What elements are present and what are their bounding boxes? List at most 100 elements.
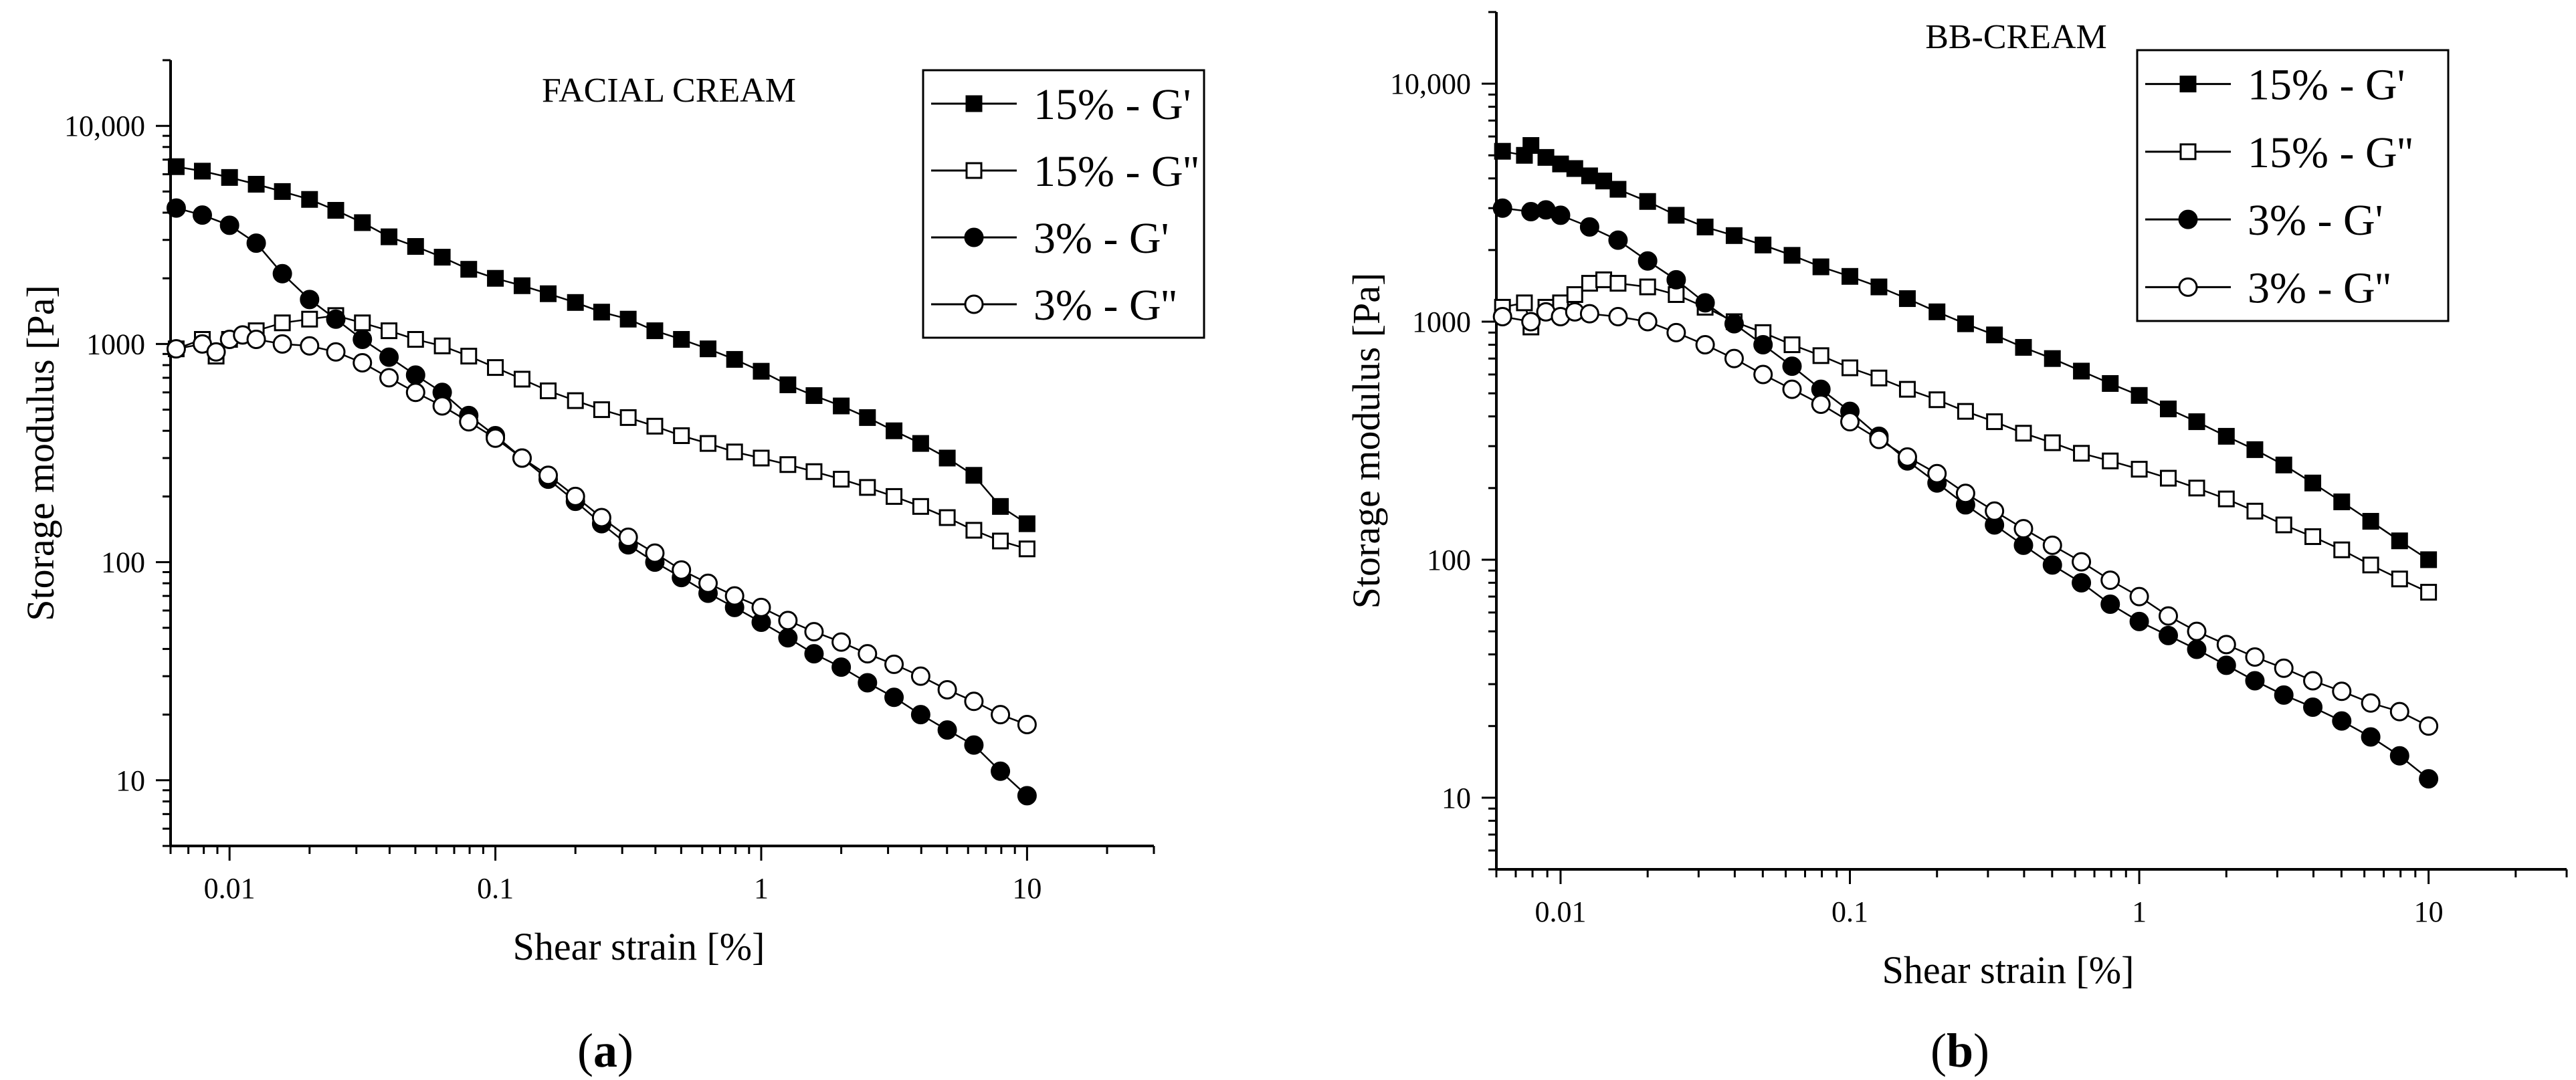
data-point [1522, 137, 1540, 154]
data-point [858, 644, 878, 664]
legend-label: 15% - G'' [1033, 147, 1199, 196]
data-point [2073, 362, 2090, 380]
data-point [805, 463, 823, 480]
data-point [1666, 322, 1686, 342]
data-point [886, 488, 903, 505]
data-point [645, 543, 665, 563]
data-point [353, 353, 373, 373]
data-point [1516, 294, 1533, 312]
data-point [700, 435, 717, 452]
data-point [2303, 671, 2323, 691]
data-point [2361, 727, 2381, 747]
x-axis-title: Shear strain [%] [513, 925, 765, 968]
data-point [354, 214, 371, 231]
data-point [2217, 427, 2235, 445]
data-point [1811, 394, 1831, 414]
data-point [206, 342, 226, 362]
data-point [2131, 387, 2148, 404]
y-tick-label: 1000 [1412, 306, 1471, 338]
data-point [726, 350, 743, 368]
legend-marker [964, 294, 984, 314]
data-point [779, 376, 797, 393]
data-point [2274, 685, 2294, 705]
data-point [1927, 463, 1947, 483]
data-point [2072, 552, 2092, 572]
data-point [673, 427, 690, 444]
data-point [965, 467, 983, 484]
data-point [247, 175, 265, 193]
data-point [2013, 535, 2034, 555]
data-point [1638, 251, 1658, 271]
data-point [2245, 647, 2265, 667]
data-point [938, 509, 956, 526]
data-point [2304, 474, 2322, 492]
data-point [1928, 303, 1946, 320]
data-point [2131, 461, 2148, 478]
data-point [991, 705, 1011, 725]
x-tick-label: 1 [2132, 895, 2147, 928]
data-point [1666, 269, 1686, 290]
data-point [833, 397, 850, 415]
data-point [1521, 312, 1541, 332]
data-point [2419, 769, 2439, 789]
y-tick-label: 100 [101, 546, 145, 579]
data-point [1755, 236, 1772, 253]
data-point [405, 365, 425, 385]
data-point [619, 409, 637, 426]
y-tick-label: 10,000 [1390, 68, 1471, 100]
data-point [2159, 400, 2177, 417]
data-point [1566, 286, 1583, 303]
data-point [965, 522, 983, 539]
data-point [1638, 312, 1658, 332]
legend-box [2136, 49, 2450, 322]
data-point [540, 382, 557, 399]
data-point [2304, 528, 2322, 545]
data-point [1986, 326, 2003, 344]
data-point [2246, 441, 2264, 458]
data-point [2389, 746, 2409, 766]
data-point [1581, 167, 1598, 185]
data-point [753, 449, 770, 467]
data-point [1898, 381, 1916, 398]
data-point [591, 508, 611, 528]
data-point [1842, 267, 1859, 285]
data-point [858, 673, 878, 693]
data-point [2013, 519, 2034, 539]
data-point [1579, 217, 1599, 237]
data-point [937, 720, 957, 740]
data-point [2332, 681, 2352, 701]
data-point [513, 277, 530, 294]
data-point [2420, 551, 2438, 568]
data-point [1608, 230, 1628, 250]
data-point [991, 761, 1011, 781]
data-point [2100, 570, 2120, 590]
legend-marker [964, 227, 984, 247]
data-point [353, 329, 373, 349]
data-point [2015, 425, 2032, 442]
data-point [1595, 271, 1613, 288]
data-point [2072, 572, 2092, 592]
data-point [1639, 278, 1656, 296]
y-tick-label: 10 [1442, 782, 1471, 815]
data-point [672, 560, 692, 580]
series-line [1502, 207, 2430, 780]
data-point [912, 435, 929, 452]
legend-box [922, 69, 1205, 339]
x-tick-label: 10 [2414, 895, 2444, 928]
data-point [1812, 347, 1829, 364]
data-point [167, 158, 185, 175]
data-point [1898, 290, 1916, 308]
x-tick-label: 0.1 [1831, 895, 1868, 928]
data-point [512, 448, 532, 468]
data-point [1870, 278, 1888, 296]
data-point [1955, 483, 1975, 504]
data-point [1870, 369, 1888, 387]
data-point [192, 205, 212, 225]
data-point [272, 334, 292, 354]
data-point [1492, 198, 1512, 218]
data-point [2275, 456, 2292, 473]
data-point [964, 735, 984, 755]
x-tick-label: 0.1 [477, 872, 514, 905]
data-point [487, 269, 504, 287]
data-point [1695, 293, 1715, 313]
